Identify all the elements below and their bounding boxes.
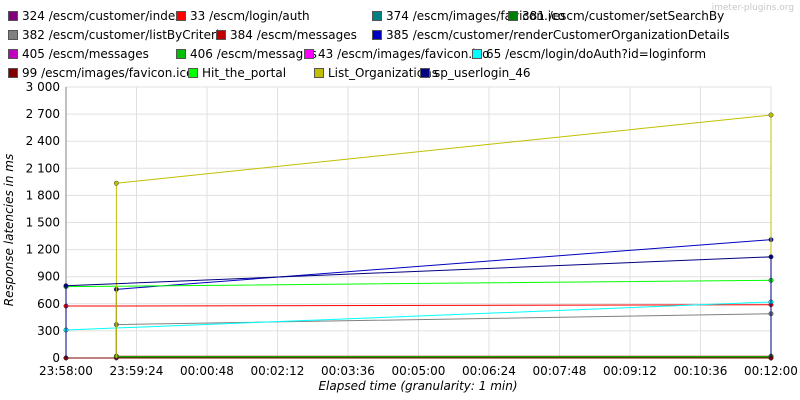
legend-label: 99 /escm/images/favicon.ico [22, 66, 194, 80]
legend-swatch [8, 49, 18, 59]
x-tick-label: 00:05:00 [392, 364, 446, 378]
x-tick-label: 00:12:00 [744, 364, 798, 378]
y-tick-label: 900 [37, 270, 60, 284]
series-line [65, 256, 772, 358]
legend-item: 405 /escm/messages [8, 44, 149, 64]
legend-item: 99 /escm/images/favicon.ico [8, 63, 193, 83]
y-tick-label: 300 [37, 324, 60, 338]
x-tick-label: 00:07:48 [533, 364, 587, 378]
legend-label: 381 /escm/customer/setSearchBy [522, 9, 725, 23]
watermark: jmeter-plugins.org [711, 3, 794, 13]
legend-swatch [472, 49, 482, 59]
legend-swatch [508, 11, 518, 21]
y-tick-label: 600 [37, 297, 60, 311]
y-tick-label: 1 500 [26, 216, 60, 230]
x-tick-label: 00:00:48 [180, 364, 234, 378]
series-point [768, 112, 774, 118]
legend-label: 43 /escm/images/favicon.ico [318, 47, 490, 61]
y-axis-label: Response latencies in ms [2, 153, 16, 307]
legend-swatch [314, 68, 324, 78]
y-tick-label: 1 200 [26, 243, 60, 257]
x-tick-label: 23:58:00 [39, 364, 93, 378]
legend-swatch [8, 68, 18, 78]
legend-swatch [372, 11, 382, 21]
legend-item: 381 /escm/customer/setSearchBy [508, 6, 724, 26]
series-line [115, 239, 772, 358]
legend-label: 33 /escm/login/auth [190, 9, 310, 23]
legend-label: 374 /escm/images/favicon.ico [386, 9, 566, 23]
legend-swatch [176, 49, 186, 59]
legend-swatch [176, 11, 186, 21]
legend-item: 406 /escm/messages [176, 44, 317, 64]
legend-item: sp_userlogin_46 [420, 63, 531, 83]
legend-item: List_Organizations [314, 63, 438, 83]
x-tick-label: 00:03:36 [321, 364, 375, 378]
legend-label: 405 /escm/messages [22, 47, 149, 61]
legend-item: 43 /escm/images/favicon.ico [304, 44, 489, 64]
legend-label: 324 /escm/customer/index [22, 9, 183, 23]
legend-swatch [188, 68, 198, 78]
legend-item: 382 /escm/customer/listByCriteria [8, 25, 227, 45]
y-tick-label: 2 100 [26, 161, 60, 175]
legend-swatch [420, 68, 430, 78]
legend-swatch [304, 49, 314, 59]
legend-item: 374 /escm/images/favicon.ico [372, 6, 565, 26]
legend-item: 385 /escm/customer/renderCustomerOrganiz… [372, 25, 729, 45]
y-tick-label: 1 800 [26, 188, 60, 202]
legend-swatch [8, 11, 18, 21]
series-line [115, 313, 772, 358]
x-tick-label: 00:06:24 [462, 364, 516, 378]
x-tick-label: 00:02:12 [251, 364, 305, 378]
legend-item: 65 /escm/login/doAuth?id=loginform [472, 44, 706, 64]
x-tick-label: 00:09:12 [603, 364, 657, 378]
x-tick-label: 23:59:24 [110, 364, 164, 378]
legend-item: 33 /escm/login/auth [176, 6, 310, 26]
legend-label: 65 /escm/login/doAuth?id=loginform [486, 47, 707, 61]
x-axis-label: Elapsed time (granularity: 1 min) [318, 379, 518, 393]
legend-label: 384 /escm/messages [230, 28, 357, 42]
y-tick-label: 3 000 [26, 80, 60, 94]
x-tick-label: 00:10:36 [674, 364, 728, 378]
legend-item: 324 /escm/customer/index [8, 6, 182, 26]
legend-label: sp_userlogin_46 [434, 66, 531, 80]
y-tick-label: 0 [52, 351, 60, 365]
legend-swatch [372, 30, 382, 40]
legend-swatch [8, 30, 18, 40]
series-point [113, 180, 119, 186]
legend-label: 406 /escm/messages [190, 47, 317, 61]
legend-swatch [216, 30, 226, 40]
legend-item: Hit_the_portal [188, 63, 286, 83]
legend-label: Hit_the_portal [202, 66, 287, 80]
legend-label: List_Organizations [328, 66, 438, 80]
legend-label: 382 /escm/customer/listByCriteria [22, 28, 227, 42]
y-tick-label: 2 400 [26, 134, 60, 148]
series-point [63, 283, 69, 289]
series-point [768, 254, 774, 260]
series-line [115, 114, 772, 358]
y-tick-label: 2 700 [26, 107, 60, 121]
legend-label: 385 /escm/customer/renderCustomerOrganiz… [386, 28, 730, 42]
legend-item: 384 /escm/messages [216, 25, 357, 45]
